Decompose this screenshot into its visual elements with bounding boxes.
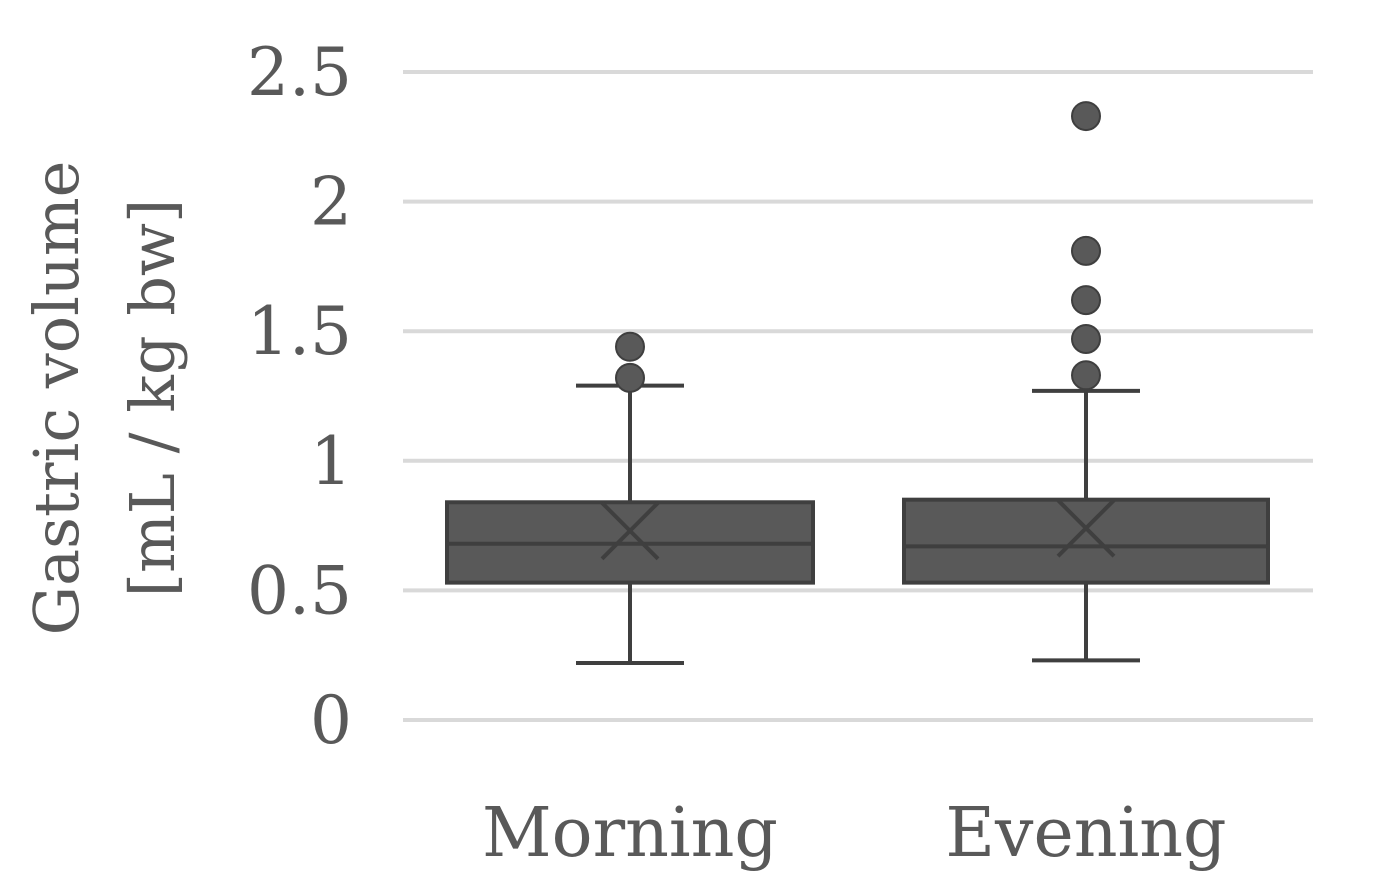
x-category-label: Morning bbox=[482, 794, 778, 873]
y-axis-ticks: 0 0.5 1 1.5 2 2.5 bbox=[247, 34, 352, 759]
outlier-point bbox=[1071, 101, 1101, 132]
mean-marker bbox=[600, 501, 660, 561]
y-axis-label-line-1: Gastric volume bbox=[20, 161, 93, 636]
outlier-point bbox=[615, 331, 645, 362]
gridlines bbox=[403, 70, 1313, 722]
outlier-point bbox=[1071, 285, 1101, 316]
outlier-point bbox=[1071, 323, 1101, 354]
y-axis-label-line-2: [mL / kg bw] bbox=[116, 199, 189, 597]
boxes bbox=[445, 101, 1270, 665]
y-tick-label: 0.5 bbox=[247, 552, 352, 629]
outlier-point bbox=[1071, 360, 1101, 391]
y-tick-label: 1.5 bbox=[247, 293, 352, 370]
y-tick-label: 2 bbox=[310, 164, 352, 241]
y-tick-label: 2.5 bbox=[247, 34, 352, 111]
mean-marker bbox=[1056, 498, 1116, 558]
y-axis-label: Gastric volume [mL / kg bw] bbox=[20, 161, 189, 636]
box-group-morning bbox=[445, 331, 815, 665]
y-tick-label: 0 bbox=[310, 682, 352, 759]
x-category-label: Evening bbox=[945, 794, 1226, 873]
box-iqr bbox=[902, 497, 1270, 585]
box-group-evening bbox=[902, 101, 1270, 663]
x-axis-categories: Morning Evening bbox=[482, 794, 1227, 873]
outlier-point bbox=[1071, 235, 1101, 266]
outlier-point bbox=[615, 362, 645, 393]
y-tick-label: 1 bbox=[310, 423, 352, 500]
